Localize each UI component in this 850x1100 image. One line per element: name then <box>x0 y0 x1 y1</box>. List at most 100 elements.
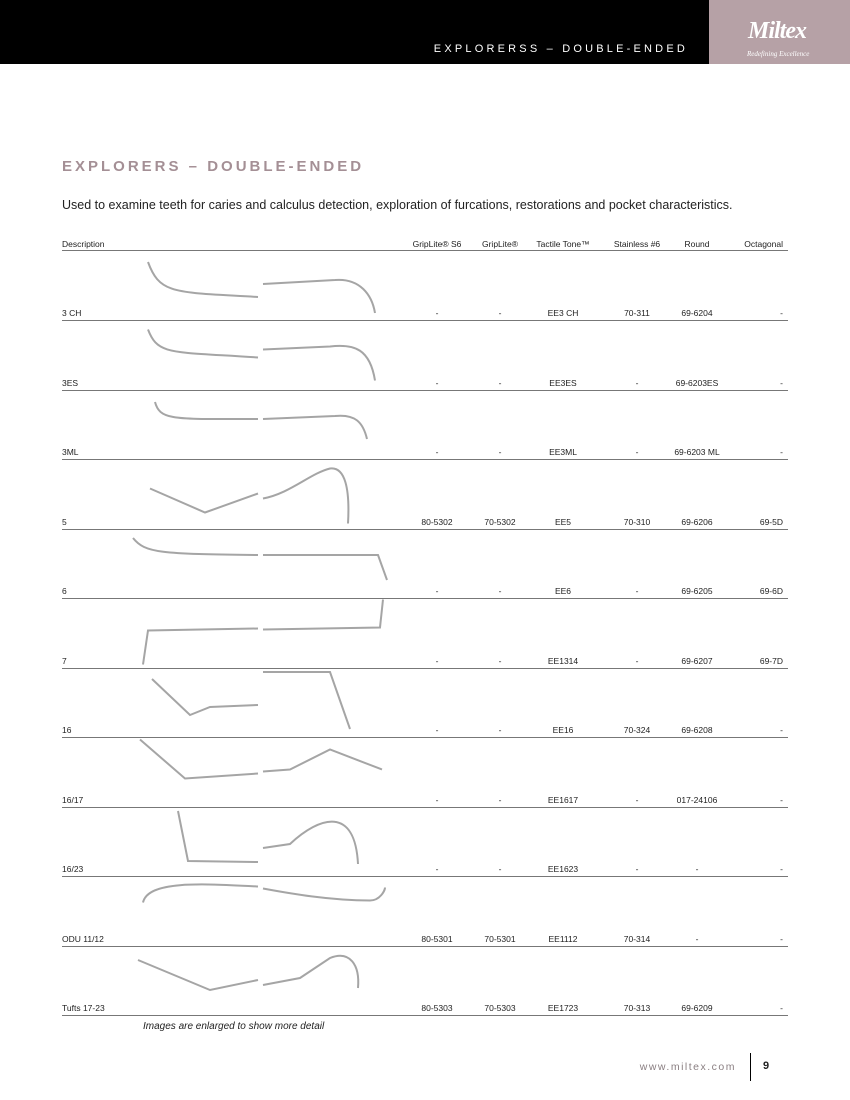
row-label: 3ML <box>62 447 79 457</box>
cell: EE1112 <box>548 933 578 944</box>
cell: - <box>635 586 639 596</box>
instrument <box>137 959 259 992</box>
row-rule <box>62 459 788 460</box>
column-header: GripLite® S6 <box>412 239 462 249</box>
row-label: 6 <box>62 586 67 596</box>
cell: - <box>635 794 639 805</box>
column-header: Stainless #6 <box>613 239 661 249</box>
cell: 69-5D <box>759 516 783 527</box>
cell: 69-6207 <box>681 655 713 666</box>
row-rule <box>62 528 788 530</box>
header-rule <box>62 250 788 251</box>
cell: - <box>498 864 502 874</box>
cell: - <box>435 586 439 596</box>
cell: 70-310 <box>623 516 651 527</box>
cell: 69-7D <box>759 655 783 666</box>
instrument <box>142 883 259 903</box>
header-section: EXPLORERSS – DOUBLE-ENDED <box>433 43 688 55</box>
cell: - <box>498 586 502 596</box>
cell: 69-6208 <box>681 725 713 735</box>
page-number: 9 <box>763 1060 770 1072</box>
cell: - <box>435 794 439 805</box>
instrument <box>177 810 259 863</box>
instrument <box>147 329 259 359</box>
cell: 70-5301 <box>484 933 516 944</box>
instrument <box>262 467 350 524</box>
instrument <box>262 748 383 773</box>
instrument <box>149 487 259 514</box>
header-bar <box>0 0 709 64</box>
cell: EE3 CH <box>547 308 579 318</box>
cell: - <box>435 308 439 318</box>
cell: - <box>635 377 639 388</box>
row-rule <box>62 1015 788 1016</box>
cell: 69-6205 <box>681 586 713 596</box>
cell: EE16 <box>552 725 574 735</box>
cell: - <box>498 725 502 735</box>
cell: EE5 <box>554 516 572 527</box>
tagline: Redefining Excellence <box>747 50 810 58</box>
cell: 80-5301 <box>421 933 453 944</box>
row-rule <box>62 806 788 808</box>
cell: 70-5303 <box>484 1003 516 1013</box>
row-rule <box>62 598 788 599</box>
column-header: Octagonal <box>744 239 783 249</box>
cell: - <box>780 725 783 735</box>
cell: - <box>435 447 439 457</box>
footer-url: www.miltex.com <box>639 1061 736 1073</box>
row-rule <box>62 737 788 738</box>
instrument <box>262 414 368 440</box>
cell: - <box>780 794 783 805</box>
row-label: 5 <box>62 516 67 527</box>
column-header: GripLite® <box>481 239 519 249</box>
logo: Miltex <box>748 18 807 44</box>
cell: 69-6203ES <box>675 377 719 388</box>
cell: - <box>635 655 639 666</box>
cell: - <box>780 308 783 318</box>
cell: 70-311 <box>624 308 650 318</box>
logo-box <box>709 0 850 64</box>
cell: - <box>695 933 699 944</box>
cell: EE1623 <box>547 864 579 874</box>
row-rule <box>62 945 788 947</box>
cell: EE6 <box>554 586 572 596</box>
cell: 69-6209 <box>681 1003 713 1013</box>
cell: - <box>498 447 502 457</box>
instrument <box>263 671 351 730</box>
row-rule <box>62 667 788 669</box>
cell: EE1723 <box>547 1003 579 1013</box>
cell: - <box>780 377 783 388</box>
cell: - <box>435 377 439 388</box>
cell: 69-6D <box>759 586 783 596</box>
instrument <box>262 820 359 865</box>
instrument <box>154 401 259 421</box>
instrument <box>262 955 360 989</box>
cell: 70-5302 <box>484 516 516 527</box>
instrument <box>263 554 388 581</box>
cell: 80-5303 <box>421 1003 453 1013</box>
footer-divider <box>750 1053 751 1081</box>
cell: - <box>780 1003 783 1013</box>
cell: - <box>498 655 502 666</box>
cell: 70-324 <box>623 725 651 735</box>
instrument <box>262 599 384 631</box>
row-label: ODU 11/12 <box>62 933 104 944</box>
page-title: EXPLORERS – DOUBLE-ENDED <box>62 158 365 175</box>
row-label: 7 <box>62 655 67 666</box>
cell: EE1314 <box>547 655 579 666</box>
cell: 69-6204 <box>681 308 713 318</box>
row-label: 3ES <box>62 377 79 388</box>
cell: - <box>435 725 439 735</box>
cell: - <box>780 864 783 874</box>
column-header: Round <box>684 239 710 249</box>
row-rule <box>62 876 788 877</box>
row-label: 16/23 <box>62 864 84 874</box>
instrument <box>262 887 386 902</box>
cell: 017-24106 <box>676 794 718 805</box>
cell: - <box>435 655 439 666</box>
footnote: Images are enlarged to show more detail <box>143 1021 325 1032</box>
cell: - <box>635 447 639 457</box>
cell: - <box>498 377 502 388</box>
cell: - <box>780 933 783 944</box>
